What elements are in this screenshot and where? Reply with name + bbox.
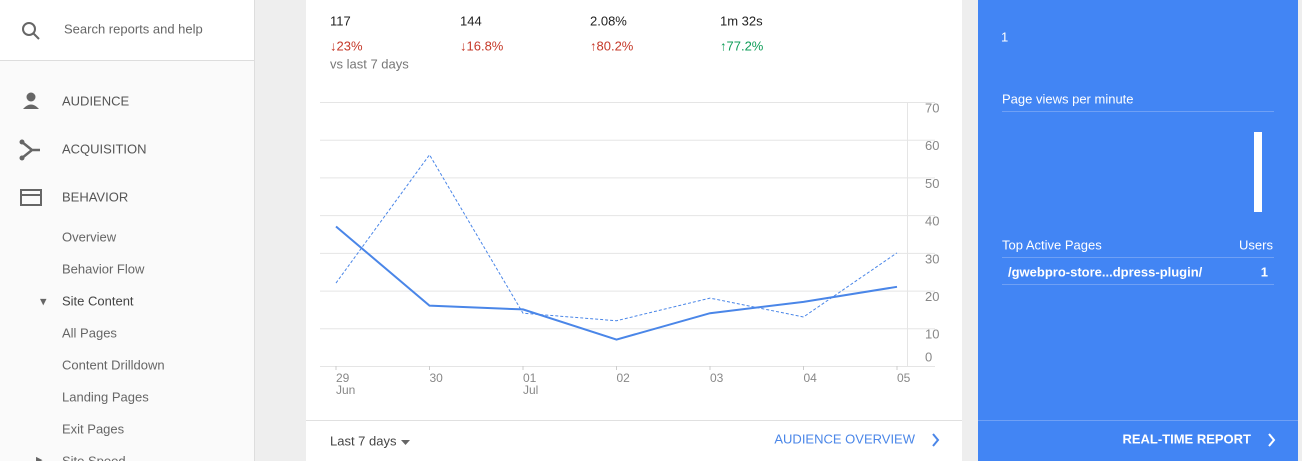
y-tick-label: 20 (925, 289, 939, 304)
data-line (335, 153, 898, 322)
x-tick-label: 02 (616, 371, 630, 385)
y-tick-label: 30 (925, 251, 939, 266)
y-tick-label: 40 (925, 214, 939, 229)
page-users: 1 (1261, 264, 1268, 279)
y-tick-label: 60 (925, 138, 939, 153)
nav-item[interactable]: Site Speed (62, 453, 126, 461)
nav-section[interactable]: AUDIENCE (62, 93, 130, 108)
svg-text:▸: ▸ (36, 451, 43, 461)
pageview-bar (1254, 132, 1262, 212)
realtime-card (978, 0, 1298, 461)
nav-item[interactable]: Landing Pages (62, 389, 149, 404)
svg-text:▾: ▾ (40, 293, 47, 308)
x-tick-label: 04 (803, 371, 817, 385)
metric-change: ↑77.2% (720, 38, 764, 53)
y-tick-label: 70 (925, 100, 939, 115)
x-tick-label: 05 (897, 371, 911, 385)
metric-value: 2.08% (590, 13, 627, 28)
metric-change: ↓16.8% (460, 38, 504, 53)
date-range[interactable]: Last 7 days (330, 433, 397, 448)
metric-change: ↑80.2% (590, 38, 634, 53)
audience-link[interactable]: AUDIENCE OVERVIEW (774, 431, 915, 446)
nav-item[interactable]: All Pages (62, 325, 117, 340)
nav-item[interactable]: Overview (62, 229, 117, 244)
x-tick-label: 30 (429, 371, 443, 385)
realtime-link[interactable]: REAL-TIME REPORT (1122, 431, 1251, 446)
nav-item[interactable]: Behavior Flow (62, 261, 145, 276)
table-header: Users (1239, 237, 1273, 252)
nav-item[interactable]: Site Content (62, 293, 134, 308)
y-tick-label: 0 (925, 349, 932, 364)
pageviews-label: Page views per minute (1002, 91, 1134, 106)
x-tick-label: 03 (710, 371, 724, 385)
comparison: vs last 7 days (330, 56, 409, 71)
sidebar (0, 0, 254, 461)
y-tick-label: 10 (925, 327, 939, 342)
overview-card (306, 0, 962, 461)
x-tick-label: 01 Jul (523, 371, 539, 397)
x-tick-label: 29 Jun (336, 371, 356, 397)
nav-section[interactable]: BEHAVIOR (62, 189, 128, 204)
data-line (335, 225, 898, 341)
metric-change: ↓23% (330, 38, 363, 53)
table-header: Top Active Pages (1002, 237, 1102, 252)
nav-item[interactable]: Exit Pages (62, 421, 125, 436)
y-tick-label: 50 (925, 176, 939, 191)
active-users: 1 (1001, 29, 1008, 44)
metric-value: 144 (460, 13, 482, 28)
nav-section[interactable]: ACQUISITION (62, 141, 147, 156)
nav-item[interactable]: Content Drilldown (62, 357, 165, 372)
metric-value: 1m 32s (720, 13, 763, 28)
search-box[interactable]: Search reports and help (64, 21, 203, 36)
page-path[interactable]: /gwebpro-store...dpress-plugin/ (1008, 264, 1203, 279)
metric-value: 117 (330, 13, 351, 28)
